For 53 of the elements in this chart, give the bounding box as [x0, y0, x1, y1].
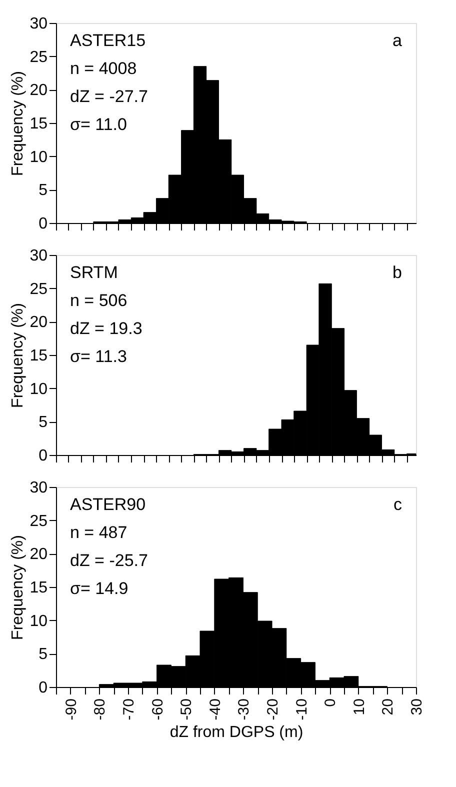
annotation: a	[392, 31, 403, 50]
annotation: SRTM	[70, 263, 118, 282]
x-tick-label: 30	[408, 698, 426, 716]
x-tick-label: -10	[293, 698, 310, 720]
y-tick-label: 20	[30, 82, 48, 100]
x-tick-label: -30	[236, 698, 253, 720]
y-tick-label: 10	[30, 380, 48, 398]
y-tick-label: 20	[30, 546, 48, 564]
y-tick-label: 15	[30, 580, 48, 596]
annotation: n = 4008	[70, 59, 137, 78]
annotation: dZ = 19.3	[70, 319, 142, 338]
y-tick-label: 5	[38, 414, 48, 432]
x-tick-label: 10	[350, 698, 368, 716]
y-tick-label: 25	[30, 512, 48, 530]
y-axis-title: Frequency (%)	[10, 303, 27, 408]
y-tick-label: 15	[30, 348, 48, 364]
y-tick-label: 25	[30, 280, 48, 298]
x-tick-label: -80	[92, 698, 109, 720]
annotation: ASTER15	[70, 31, 146, 50]
annotation: ASTER90	[70, 495, 146, 514]
annotation: n = 487	[70, 523, 128, 542]
y-tick-label: 10	[30, 148, 48, 166]
annotation: σ= 14.9	[70, 579, 128, 598]
y-tick-label: 25	[30, 48, 48, 66]
x-tick-label: 0	[322, 698, 340, 707]
y-tick-label: 5	[38, 646, 48, 664]
x-axis-title: dZ from DGPS (m)	[170, 724, 304, 742]
y-tick-label: 0	[38, 680, 48, 696]
x-tick-label: -20	[264, 698, 282, 720]
annotation: n = 506	[70, 291, 128, 310]
x-tick-label: -50	[178, 698, 196, 720]
x-tick-label: -40	[206, 698, 224, 720]
y-tick-label: 20	[30, 314, 48, 332]
y-tick-label: 5	[38, 182, 48, 200]
y-axis-title: Frequency (%)	[10, 535, 27, 640]
x-tick-label: -60	[149, 698, 166, 720]
y-tick-label: 0	[38, 448, 48, 464]
x-tick-label: -70	[120, 698, 138, 720]
y-tick-label: 30	[30, 16, 48, 32]
y-tick-label: 15	[30, 116, 48, 132]
y-axis-title: Frequency (%)	[10, 71, 27, 176]
y-tick-label: 0	[38, 216, 48, 232]
annotation: c	[394, 495, 402, 514]
y-tick-label: 30	[30, 248, 48, 264]
y-tick-label: 10	[30, 612, 48, 630]
x-tick-label: 20	[380, 698, 397, 716]
annotation: dZ = -25.7	[70, 551, 148, 570]
x-tick-label: -90	[62, 698, 80, 720]
annotation: σ= 11.3	[70, 347, 127, 366]
annotation: σ= 11.0	[70, 115, 127, 134]
y-tick-label: 30	[30, 480, 48, 496]
annotation: dZ = -27.7	[70, 87, 148, 106]
annotation: b	[392, 263, 402, 282]
